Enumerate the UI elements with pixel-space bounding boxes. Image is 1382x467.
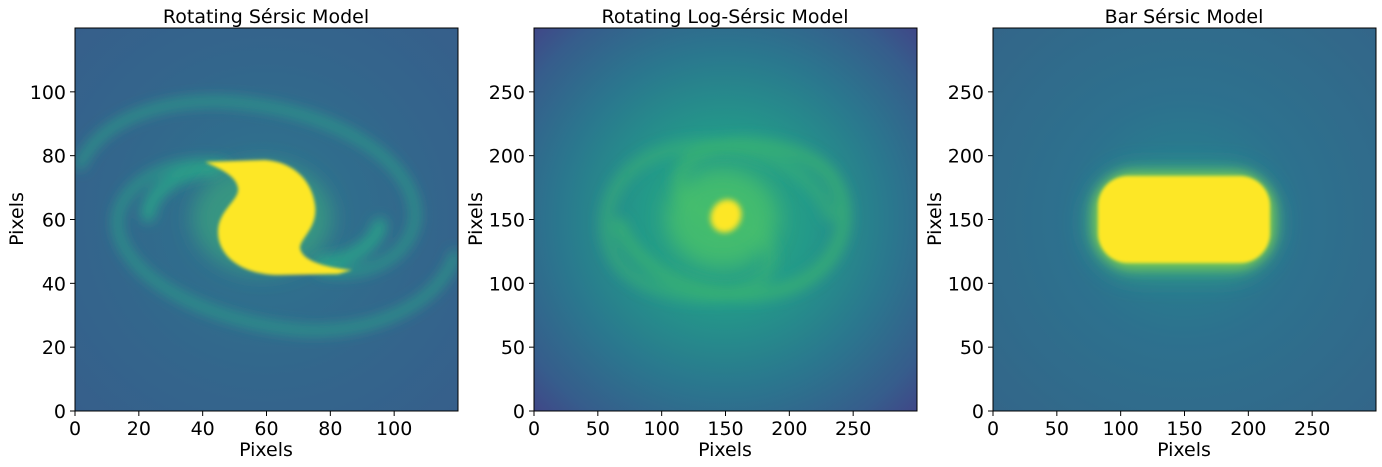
x-axis-label: Pixels	[239, 439, 293, 461]
x-tick-label: 200	[771, 418, 807, 440]
y-tick-label: 150	[489, 210, 525, 232]
x-tick-label: 60	[254, 418, 278, 440]
x-tick-label: 250	[835, 418, 871, 440]
y-tick-label: 100	[948, 273, 984, 295]
panel-rotating-sersic: Rotating Sérsic Model 0 20 40 60 80 100 0 20 40…	[6, 6, 459, 461]
x-axis-label: Pixels	[1157, 439, 1211, 461]
x-tick-label: 100	[644, 418, 680, 440]
x-tick-label: 0	[69, 418, 81, 440]
x-tick-label: 0	[528, 418, 540, 440]
y-axis-label: Pixels	[465, 192, 487, 246]
x-tick-label: 150	[1166, 418, 1202, 440]
y-axis-label: Pixels	[6, 192, 28, 246]
x-tick-label: 0	[987, 418, 999, 440]
y-axis: 0 20 40 60 80 100	[30, 82, 75, 423]
y-tick-label: 150	[948, 210, 984, 232]
y-axis: 0 50 100 150 200 250	[489, 82, 534, 423]
panel-title: Bar Sérsic Model	[1105, 6, 1264, 28]
x-tick-label: 50	[1045, 418, 1069, 440]
y-tick-label: 200	[489, 146, 525, 168]
heatmap-image	[75, 28, 458, 411]
x-tick-label: 100	[1103, 418, 1139, 440]
y-tick-label: 60	[42, 210, 66, 232]
bright-nucleus	[710, 199, 742, 233]
x-tick-label: 20	[127, 418, 151, 440]
x-tick-label: 40	[191, 418, 215, 440]
y-tick-label: 100	[489, 273, 525, 295]
x-axis-label: Pixels	[698, 439, 752, 461]
y-axis: 0 50 100 150 200 250	[948, 82, 993, 423]
panel-title: Rotating Sérsic Model	[163, 6, 369, 28]
x-tick-label: 80	[318, 418, 342, 440]
y-tick-label: 80	[42, 146, 66, 168]
heatmap-image	[534, 28, 917, 411]
y-tick-label: 20	[42, 337, 66, 359]
x-axis: 0 50 100 150 200 250	[528, 411, 871, 440]
x-tick-label: 250	[1294, 418, 1330, 440]
x-axis: 0 50 100 150 200 250	[987, 411, 1330, 440]
y-tick-label: 250	[489, 82, 525, 104]
x-tick-label: 50	[586, 418, 610, 440]
panel-title: Rotating Log-Sérsic Model	[602, 6, 849, 28]
y-tick-label: 200	[948, 146, 984, 168]
x-tick-label: 100	[376, 418, 412, 440]
x-tick-label: 200	[1230, 418, 1266, 440]
y-tick-label: 0	[513, 401, 525, 423]
y-tick-label: 50	[960, 337, 984, 359]
y-tick-label: 250	[948, 82, 984, 104]
heatmap-image	[993, 28, 1376, 411]
saturated-bar	[1098, 176, 1270, 263]
y-tick-label: 40	[42, 273, 66, 295]
saturated-core	[205, 160, 352, 275]
x-axis: 0 20 40 60 80 100	[69, 411, 412, 440]
panel-bar-sersic: Bar Sérsic Model 0 50 100 150 200 250 0 50 100 1…	[924, 6, 1377, 461]
y-tick-label: 0	[972, 401, 984, 423]
x-tick-label: 150	[707, 418, 743, 440]
y-tick-label: 50	[501, 337, 525, 359]
y-tick-label: 100	[30, 82, 66, 104]
y-tick-label: 0	[54, 401, 66, 423]
y-axis-label: Pixels	[924, 192, 946, 246]
panel-rotating-log-sersic: Rotating Log-Sérsic Model 0 50 100 150 200 25…	[465, 6, 918, 461]
